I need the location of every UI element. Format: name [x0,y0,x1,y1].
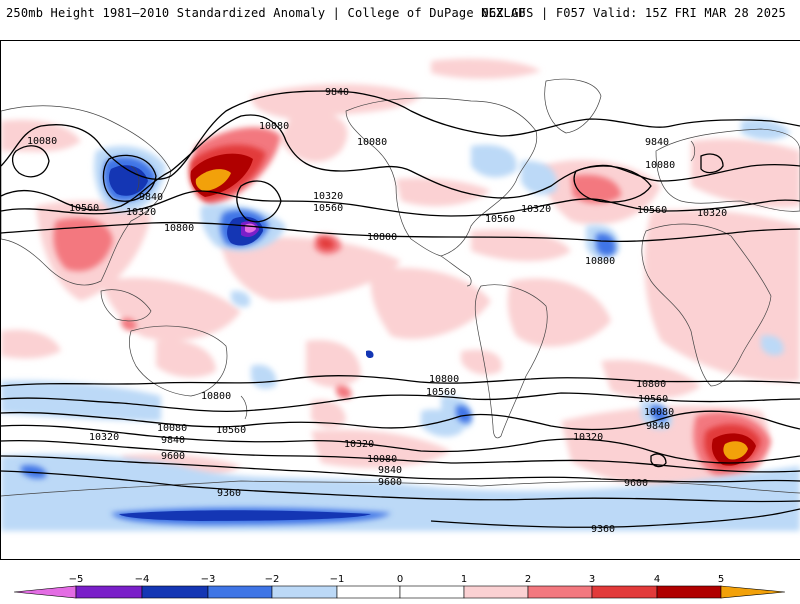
contour-label: 9840 [139,192,163,203]
contour-label: 9360 [217,488,241,499]
contour-label: 10800 [636,379,666,390]
colorbar-swatch-neg3 [141,585,209,599]
colorbar-swatch-neg1 [271,585,338,599]
contour-label: 10560 [637,205,667,216]
contour-label: 10800 [429,374,459,385]
contour-label: 9600 [624,478,648,489]
contour-labels: 9840 10080 10080 10080 9840 10080 9840 1… [27,87,727,535]
contour-label: 9840 [646,421,670,432]
positive-anomaly-5 [195,169,748,460]
colorbar-tick: 2 [525,574,531,585]
contour-label: 10800 [164,223,194,234]
contour-label: 9840 [161,435,185,446]
colorbar-tick: −4 [135,574,150,585]
contour-label: 10560 [638,394,668,405]
contour-label: 10320 [126,207,156,218]
colorbar-tick: 0 [397,574,403,585]
colorbar-tick: −5 [69,574,84,585]
colorbar-swatch-pos3 [591,585,658,599]
colorbar-tick-labels: −5 −4 −3 −2 −1 0 1 2 3 4 5 [69,574,725,585]
contour-label: 9840 [645,137,669,148]
coastlines [1,78,800,497]
contour-label: 10080 [644,407,674,418]
contour-label: 10320 [89,432,119,443]
contour-label: 10320 [344,439,374,450]
anomaly-map[interactable]: 9840 10080 10080 10080 9840 10080 9840 1… [0,40,800,560]
colorbar-tick: 5 [718,574,724,585]
contour-label: 10800 [367,232,397,243]
colorbar-swatch-neg5 [13,585,77,599]
colorbar-swatch-pos5 [720,585,786,599]
colorbar-tick: 4 [654,574,660,585]
colorbar-legend: −5 −4 −3 −2 −1 0 1 2 3 4 5 [0,572,800,600]
contour-label: 9840 [325,87,349,98]
height-contours [1,90,800,528]
contour-label: 10080 [357,137,387,148]
colorbar-swatch-pos2 [527,585,593,599]
colorbar-tick: −2 [265,574,280,585]
contour-label: 10320 [697,208,727,219]
contour-label: 10080 [367,454,397,465]
contour-label: 10800 [585,256,615,267]
contour-label: 10560 [69,203,99,214]
contour-label: 10560 [216,425,246,436]
model-run-info: 06Z GFS | F057 Valid: 15Z FRI MAR 28 202… [481,6,786,20]
colorbar-swatches [13,585,786,599]
contour-label: 10560 [426,387,456,398]
contour-label: 9840 [378,465,402,476]
contour-label: 9360 [591,524,615,535]
colorbar-tick: −3 [201,574,216,585]
contour-label: 9600 [161,451,185,462]
colorbar-swatch-zero-pos [399,585,465,599]
colorbar-tick: 3 [589,574,595,585]
contour-label: 10560 [313,203,343,214]
map-title: 250mb Height 1981–2010 Standardized Anom… [6,6,526,20]
colorbar-swatch-zero-neg [336,585,401,599]
contour-label: 10320 [573,432,603,443]
contour-label: 10080 [27,136,57,147]
anomaly-shading [1,58,800,531]
contour-label: 10560 [485,214,515,225]
contour-label: 9600 [378,477,402,488]
colorbar-tick: 1 [461,574,467,585]
contour-label: 10080 [645,160,675,171]
contour-label: 10080 [157,423,187,434]
contour-label: 10320 [313,191,343,202]
colorbar-tick: −1 [330,574,345,585]
colorbar-swatch-neg2 [207,585,273,599]
colorbar-swatch-pos4 [656,585,722,599]
contour-label: 10320 [521,204,551,215]
colorbar-swatch-pos1 [463,585,529,599]
contour-label: 10080 [259,121,289,132]
contour-label: 10800 [201,391,231,402]
colorbar-swatch-neg4 [75,585,143,599]
